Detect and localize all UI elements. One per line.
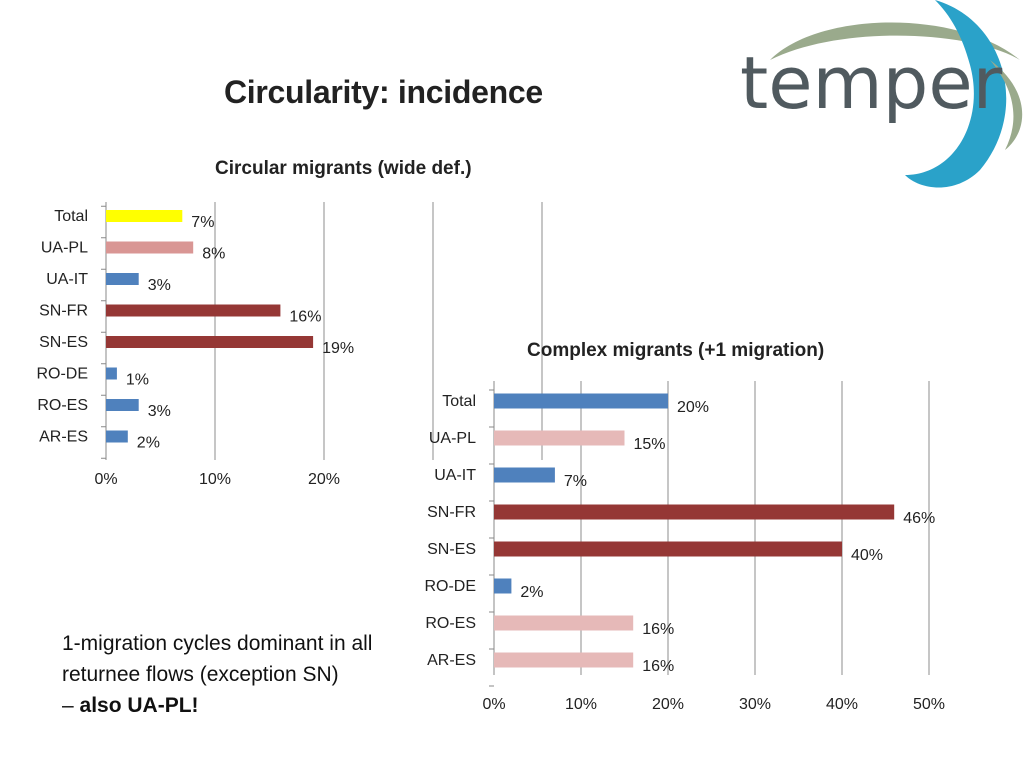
category-label: RO-DE (424, 578, 476, 595)
category-label: SN-FR (39, 303, 88, 320)
category-label: UA-PL (41, 240, 88, 257)
category-label: UA-PL (429, 430, 476, 447)
chart-title-complex: Complex migrants (+1 migration) (527, 340, 825, 361)
data-label: 2% (520, 584, 543, 601)
category-label: RO-ES (37, 397, 88, 414)
x-tick-label: 40% (826, 696, 858, 713)
category-label: AR-ES (39, 429, 88, 446)
data-label: 7% (564, 473, 587, 490)
data-label: 20% (677, 399, 709, 416)
bar-ua-pl (494, 430, 625, 446)
bar-sn-fr (494, 504, 895, 520)
category-label: UA-IT (46, 271, 88, 288)
bar-sn-fr (106, 304, 281, 317)
category-label: SN-ES (427, 541, 476, 558)
category-label: UA-IT (434, 467, 476, 484)
bar-ar-es (494, 652, 634, 668)
bar-total (494, 393, 668, 409)
bar-ro-de (106, 367, 117, 380)
category-label: SN-ES (39, 334, 88, 351)
bar-ua-it (494, 467, 555, 483)
x-tick-label: 0% (94, 471, 117, 488)
x-tick-label: 30% (739, 696, 771, 713)
page-title: Circularity: incidence (224, 74, 543, 110)
bar-ro-es (106, 399, 139, 411)
data-label: 1% (126, 372, 149, 389)
data-label: 40% (851, 547, 883, 564)
category-label: AR-ES (427, 652, 476, 669)
data-label: 16% (642, 621, 674, 638)
note-prefix: – (62, 694, 80, 717)
note-main: 1-migration cycles dominant in all retur… (62, 632, 373, 686)
x-tick-label: 0% (482, 696, 505, 713)
logo-text: temper (740, 41, 1003, 125)
x-tick-label: 20% (308, 471, 340, 488)
bar-ua-it (106, 273, 139, 285)
data-label: 2% (137, 435, 160, 452)
category-label: Total (442, 393, 476, 410)
category-label: RO-DE (36, 366, 88, 383)
data-label: 46% (903, 510, 935, 527)
data-label: 8% (202, 246, 225, 263)
x-tick-label: 20% (652, 696, 684, 713)
chart-circular-migrants: Total 7% UA-PL 8% UA-IT 3% SN-FR 16% SN-ES 19% RO-… (36, 202, 543, 488)
logo-swoosh-green-tail (990, 60, 1023, 150)
category-label: SN-FR (427, 504, 476, 521)
bar-ua-pl (106, 241, 194, 254)
logo-swoosh-blue (905, 0, 1007, 188)
data-label: 16% (289, 309, 321, 326)
data-label: 16% (642, 658, 674, 675)
data-label: 3% (148, 403, 171, 420)
data-label: 15% (634, 436, 666, 453)
logo-swoosh-green (770, 22, 1020, 60)
data-label: 3% (148, 277, 171, 294)
bar-ar-es (106, 430, 128, 443)
temper-logo: temper (740, 0, 1023, 188)
data-label: 7% (191, 214, 214, 231)
x-tick-label: 10% (565, 696, 597, 713)
bar-ro-de (494, 578, 512, 594)
x-tick-label: 50% (913, 696, 945, 713)
bar-total (106, 210, 183, 222)
bar-ro-es (494, 615, 634, 631)
bar-sn-es (494, 541, 842, 557)
bar-sn-es (106, 336, 314, 348)
note-text: 1-migration cycles dominant in all retur… (62, 628, 422, 721)
category-label: RO-ES (425, 615, 476, 632)
data-label: 19% (322, 340, 354, 357)
chart-title-circular: Circular migrants (wide def.) (215, 158, 472, 179)
x-tick-label: 10% (199, 471, 231, 488)
category-label: Total (54, 208, 88, 225)
note-bold: also UA-PL! (79, 694, 199, 717)
chart-complex-migrants: Total 20% UA-PL 15% UA-IT 7% SN-FR 46% SN-ES 40% R… (424, 381, 945, 713)
